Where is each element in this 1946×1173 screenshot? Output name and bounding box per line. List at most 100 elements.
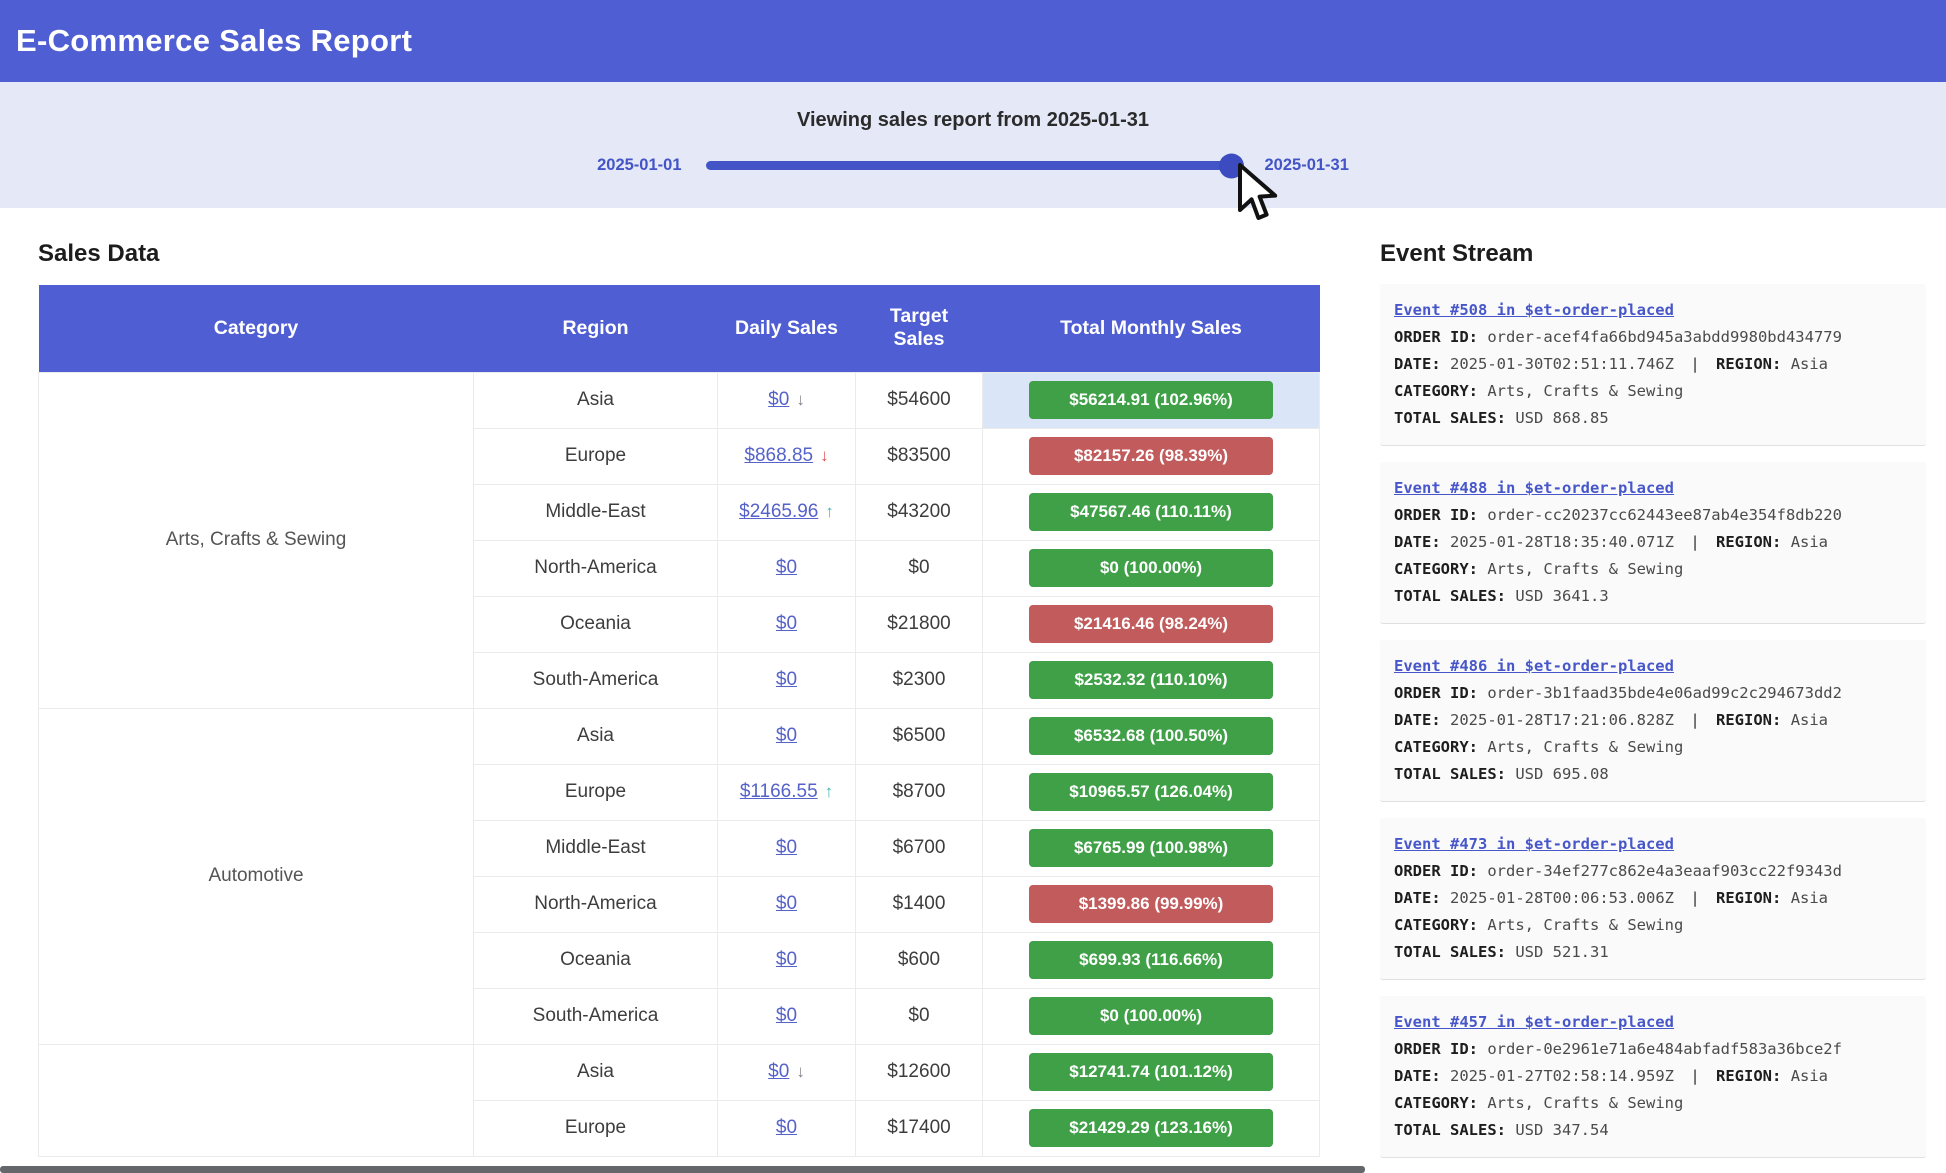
daily-sales-link[interactable]: $0 <box>776 725 797 746</box>
slider-title: Viewing sales report from 2025-01-31 <box>0 82 1946 132</box>
total-sales-value: USD 695.08 <box>1515 765 1608 783</box>
daily-sales-link[interactable]: $0 <box>776 613 797 634</box>
total-monthly-sales-cell: $56214.91 (102.96%) <box>983 372 1320 428</box>
event-card: Event #488 in $et-order-placedORDER ID: … <box>1380 462 1926 624</box>
total-sales-badge: $10965.57 (126.04%) <box>1029 773 1273 811</box>
slider-min-label: 2025-01-01 <box>597 156 681 175</box>
region-cell: Middle-East <box>474 484 718 540</box>
region-value: Asia <box>1791 889 1828 907</box>
event-stream-heading: Event Stream <box>1380 240 1926 268</box>
region-value: Asia <box>1791 355 1828 373</box>
event-link[interactable]: Event #457 in $et-order-placed <box>1394 1009 1674 1036</box>
horizontal-scrollbar[interactable] <box>0 1166 1365 1173</box>
daily-sales-link[interactable]: $0 <box>776 949 797 970</box>
table-header-row: CategoryRegionDaily SalesTarget SalesTot… <box>39 285 1320 372</box>
region-cell: Oceania <box>474 932 718 988</box>
event-stream-panel: Event Stream Event #508 in $et-order-pla… <box>1380 240 1926 1158</box>
total-monthly-sales-cell: $2532.32 (110.10%) <box>983 652 1320 708</box>
daily-sales-cell: $0 ↓ <box>718 1044 856 1100</box>
separator: | <box>1690 355 1699 373</box>
column-header-region: Region <box>474 285 718 372</box>
order-id-value: order-34ef277c862e4a3eaaf903cc22f9343d <box>1487 862 1842 880</box>
total-sales-label: TOTAL SALES: <box>1394 409 1506 427</box>
event-card: Event #486 in $et-order-placedORDER ID: … <box>1380 640 1926 802</box>
category-label: CATEGORY: <box>1394 1094 1478 1112</box>
page: E-Commerce Sales Report Viewing sales re… <box>0 0 1946 1173</box>
table-row: Arts, Crafts & SewingAsia$0↓$54600$56214… <box>39 372 1320 428</box>
target-sales-cell: $0 <box>856 988 983 1044</box>
region-cell: North-America <box>474 540 718 596</box>
daily-sales-link[interactable]: $1166.55 <box>740 781 818 802</box>
event-link[interactable]: Event #486 in $et-order-placed <box>1394 653 1674 680</box>
region-cell: Middle-East <box>474 820 718 876</box>
target-sales-cell: $6500 <box>856 708 983 764</box>
order-id-label: ORDER ID: <box>1394 862 1478 880</box>
daily-sales-cell: $0 <box>718 540 856 596</box>
category-label: CATEGORY: <box>1394 382 1478 400</box>
slider-thumb[interactable] <box>1219 153 1244 178</box>
daily-sales-link[interactable]: $2465.96 <box>739 501 818 522</box>
date-label: DATE: <box>1394 889 1441 907</box>
date-label: DATE: <box>1394 1067 1441 1085</box>
event-card: Event #457 in $et-order-placedORDER ID: … <box>1380 996 1926 1158</box>
daily-sales-link[interactable]: $0 <box>776 669 797 690</box>
daily-sales-link[interactable]: $0 <box>776 557 797 578</box>
order-id-label: ORDER ID: <box>1394 506 1478 524</box>
category-label: CATEGORY: <box>1394 560 1478 578</box>
total-monthly-sales-cell: $47567.46 (110.11%) <box>983 484 1320 540</box>
daily-sales-link[interactable]: $868.85 <box>744 445 813 466</box>
date-slider[interactable] <box>706 161 1241 170</box>
target-sales-cell: $2300 <box>856 652 983 708</box>
region-cell: South-America <box>474 652 718 708</box>
region-label: REGION: <box>1716 889 1781 907</box>
event-link[interactable]: Event #473 in $et-order-placed <box>1394 831 1674 858</box>
date-slider-section: Viewing sales report from 2025-01-31 202… <box>0 82 1946 208</box>
daily-sales-link[interactable]: $0 <box>776 893 797 914</box>
daily-sales-link[interactable]: $0 <box>768 389 789 410</box>
date-value: 2025-01-28T18:35:40.071Z <box>1450 533 1674 551</box>
daily-sales-cell: $868.85↓ <box>718 428 856 484</box>
slider-row: 2025-01-01 2025-01-31 <box>0 156 1946 175</box>
category-value: Arts, Crafts & Sewing <box>1487 382 1683 400</box>
total-sales-value: USD 3641.3 <box>1515 587 1608 605</box>
event-card: Event #473 in $et-order-placedORDER ID: … <box>1380 818 1926 980</box>
date-value: 2025-01-30T02:51:11.746Z <box>1450 355 1674 373</box>
table-row: AutomotiveAsia$0$6500$6532.68 (100.50%) <box>39 708 1320 764</box>
region-label: REGION: <box>1716 355 1781 373</box>
daily-sales-link[interactable]: $0 <box>768 1061 789 1082</box>
total-monthly-sales-cell: $0 (100.00%) <box>983 988 1320 1044</box>
total-sales-value: USD 521.31 <box>1515 943 1608 961</box>
region-cell: Europe <box>474 428 718 484</box>
event-link[interactable]: Event #488 in $et-order-placed <box>1394 475 1674 502</box>
column-header-target-sales: Target Sales <box>856 285 983 372</box>
order-id-label: ORDER ID: <box>1394 684 1478 702</box>
down-arrow-icon: ↓ <box>796 390 805 409</box>
daily-sales-cell: $1166.55↑ <box>718 764 856 820</box>
region-cell: South-America <box>474 988 718 1044</box>
down-arrow-icon: ↓ <box>796 1062 805 1081</box>
total-sales-value: USD 347.54 <box>1515 1121 1608 1139</box>
daily-sales-link[interactable]: $0 <box>776 1005 797 1026</box>
daily-sales-cell: $0 <box>718 932 856 988</box>
date-value: 2025-01-28T17:21:06.828Z <box>1450 711 1674 729</box>
date-value: 2025-01-27T02:58:14.959Z <box>1450 1067 1674 1085</box>
date-label: DATE: <box>1394 533 1441 551</box>
sales-data-heading: Sales Data <box>38 240 1319 268</box>
total-sales-badge: $12741.74 (101.12%) <box>1029 1053 1273 1091</box>
order-id-value: order-3b1faad35bde4e06ad99c2c294673dd2 <box>1487 684 1842 702</box>
total-monthly-sales-cell: $12741.74 (101.12%) <box>983 1044 1320 1100</box>
region-value: Asia <box>1791 1067 1828 1085</box>
daily-sales-link[interactable]: $0 <box>776 1117 797 1138</box>
total-monthly-sales-cell: $0 (100.00%) <box>983 540 1320 596</box>
daily-sales-link[interactable]: $0 <box>776 837 797 858</box>
category-value: Arts, Crafts & Sewing <box>1487 560 1683 578</box>
region-cell: Asia <box>474 1044 718 1100</box>
separator: | <box>1690 889 1699 907</box>
total-sales-label: TOTAL SALES: <box>1394 1121 1506 1139</box>
category-value: Arts, Crafts & Sewing <box>1487 916 1683 934</box>
event-link[interactable]: Event #508 in $et-order-placed <box>1394 297 1674 324</box>
target-sales-cell: $1400 <box>856 876 983 932</box>
column-header-category: Category <box>39 285 474 372</box>
total-sales-badge: $2532.32 (110.10%) <box>1029 661 1273 699</box>
total-monthly-sales-cell: $10965.57 (126.04%) <box>983 764 1320 820</box>
